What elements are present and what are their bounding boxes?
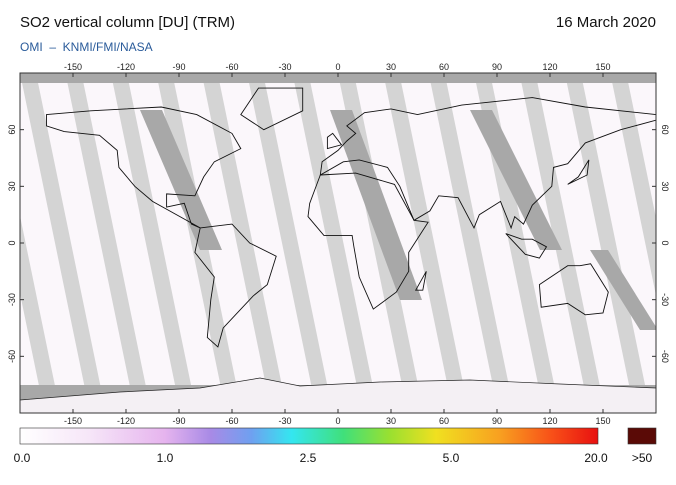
- lon-tick-label: -90: [172, 62, 185, 72]
- date: 16 March 2020: [556, 14, 656, 31]
- lon-tick-label: 60: [439, 62, 449, 72]
- orbit-gap: [564, 73, 651, 413]
- orbit-gap: [20, 215, 61, 413]
- map: [20, 73, 656, 413]
- lon-tick-label: 150: [595, 62, 610, 72]
- lat-tick-label: -30: [7, 293, 17, 306]
- coastline: [414, 271, 427, 291]
- lon-tick-label: 0: [335, 416, 340, 426]
- polar-missing: [20, 73, 656, 83]
- coastline: [240, 87, 304, 131]
- orbit-gap: [292, 73, 379, 413]
- colorbar-label: 0.0: [14, 451, 31, 465]
- source: OMI – KNMI/FMI/NASA: [20, 40, 153, 54]
- lon-tick-label: 90: [492, 416, 502, 426]
- lon-tick-label: 90: [492, 62, 502, 72]
- orbit-gap: [110, 73, 197, 413]
- lat-tick-label: 60: [660, 125, 670, 135]
- orbit-gap: [519, 73, 606, 413]
- coastline: [326, 132, 343, 150]
- lon-tick-label: 30: [386, 62, 396, 72]
- lon-tick-label: 120: [542, 62, 557, 72]
- orbit-gap: [201, 73, 288, 413]
- lon-tick-label: 150: [595, 416, 610, 426]
- lat-tick-label: -30: [660, 293, 670, 306]
- lat-tick-label: 0: [7, 240, 17, 245]
- missing-swath: [330, 110, 422, 300]
- title: SO2 vertical column [DU] (TRM): [20, 14, 235, 31]
- coastline: [505, 233, 548, 259]
- lon-tick-label: -60: [225, 62, 238, 72]
- colorbar-label: >50: [632, 451, 653, 465]
- orbit-gap: [428, 73, 515, 413]
- colorbar-label: 2.5: [300, 451, 317, 465]
- lat-tick-label: 60: [7, 125, 17, 135]
- orbit-gap: [247, 73, 333, 413]
- orbit-gap: [383, 73, 470, 413]
- lon-tick-label: -120: [117, 62, 135, 72]
- lon-tick-label: -150: [64, 62, 82, 72]
- missing-swath: [140, 110, 222, 250]
- coastline: [46, 106, 242, 229]
- coastline: [194, 223, 277, 348]
- missing-swath: [470, 110, 562, 250]
- coastline: [567, 159, 590, 185]
- lon-tick-label: -30: [278, 416, 291, 426]
- lon-tick-label: -60: [225, 416, 238, 426]
- lat-tick-label: 30: [7, 181, 17, 191]
- lat-tick-label: 30: [660, 181, 670, 191]
- coastline: [307, 172, 429, 310]
- lon-tick-label: -150: [64, 416, 82, 426]
- missing-swath: [590, 250, 656, 330]
- lon-tick-label: 120: [542, 416, 557, 426]
- orbit-gap: [65, 73, 152, 413]
- coastline: [319, 97, 656, 230]
- colorbar-label: 1.0: [157, 451, 174, 465]
- colorbar-overflow: [627, 427, 657, 445]
- orbit-gap: [20, 73, 106, 413]
- lon-tick-label: -90: [172, 416, 185, 426]
- colorbar-label: 20.0: [584, 451, 608, 465]
- antarctica: [20, 377, 656, 413]
- lon-tick-label: -30: [278, 62, 291, 72]
- lon-tick-label: 30: [386, 416, 396, 426]
- colorbar-label: 5.0: [443, 451, 460, 465]
- lat-tick-label: 0: [660, 240, 670, 245]
- lat-tick-label: -60: [7, 350, 17, 363]
- orbit-gap: [610, 73, 656, 296]
- colorbar: [19, 427, 599, 445]
- lat-tick-label: -60: [660, 350, 670, 363]
- coastline: [538, 263, 609, 316]
- lon-tick-label: 0: [335, 62, 340, 72]
- lon-tick-label: -120: [117, 416, 135, 426]
- lon-tick-label: 60: [439, 416, 449, 426]
